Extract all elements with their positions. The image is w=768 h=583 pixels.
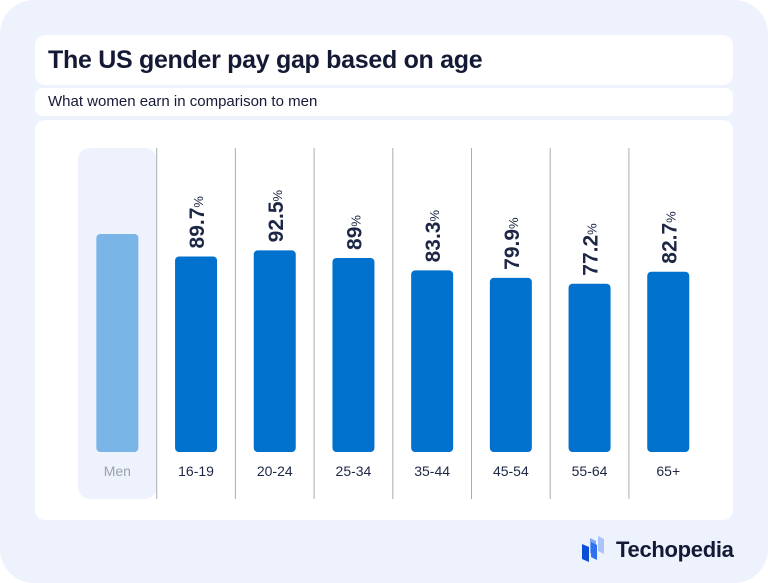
data-label: 82.7% — [658, 211, 681, 264]
bar-Men — [96, 234, 139, 452]
bar-45-54 — [489, 277, 532, 452]
brand-name: Techopedia — [616, 537, 734, 562]
bar-35-44 — [411, 270, 454, 452]
category-label: 65+ — [656, 463, 680, 479]
category-label: 16-19 — [178, 463, 214, 479]
bar-25-34 — [332, 257, 375, 452]
category-label: 25-34 — [336, 463, 372, 479]
data-label: 79.9% — [501, 217, 524, 270]
category-label: 20-24 — [257, 463, 293, 479]
title-box: The US gender pay gap based on age — [35, 35, 733, 85]
chart-subtitle: What women earn in comparison to men — [48, 93, 318, 110]
category-label: 45-54 — [493, 463, 529, 479]
data-label: 83.3% — [422, 210, 445, 263]
chart-title: The US gender pay gap based on age — [48, 46, 483, 74]
category-label: 35-44 — [414, 463, 450, 479]
bar-20-24 — [253, 250, 296, 452]
category-label: 55-64 — [572, 463, 608, 479]
data-label: 92.5% — [265, 189, 288, 242]
data-label: 89.7% — [186, 196, 209, 249]
subtitle-box: What women earn in comparison to men — [35, 88, 733, 116]
techopedia-logo-icon — [582, 536, 604, 562]
bar-16-19 — [175, 256, 218, 452]
bar-65+ — [647, 271, 690, 452]
bar-55-64 — [568, 283, 611, 452]
category-label: Men — [104, 463, 131, 479]
data-label: 89% — [343, 215, 366, 250]
data-label: 77.2% — [580, 223, 603, 276]
